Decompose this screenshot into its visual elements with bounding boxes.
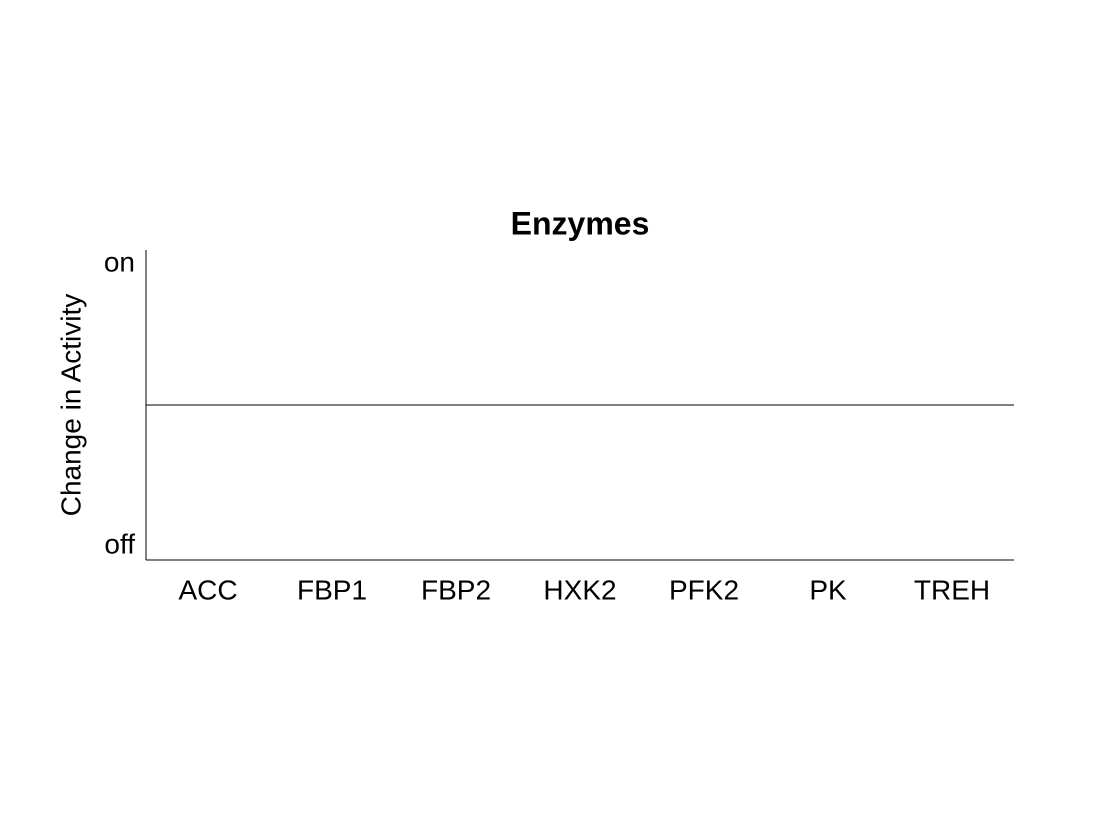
y-tick-label: on	[104, 246, 135, 277]
x-tick-label: ACC	[178, 574, 237, 605]
x-tick-label: FBP1	[297, 574, 367, 605]
x-tick-label: FBP2	[421, 574, 491, 605]
y-axis-label: Change in Activity	[55, 294, 86, 517]
x-tick-label: PK	[809, 574, 847, 605]
chart-title: Enzymes	[511, 205, 650, 241]
x-tick-label: PFK2	[669, 574, 739, 605]
x-tick-label: TREH	[914, 574, 990, 605]
y-tick-label: off	[104, 528, 135, 559]
x-tick-label: HXK2	[543, 574, 616, 605]
